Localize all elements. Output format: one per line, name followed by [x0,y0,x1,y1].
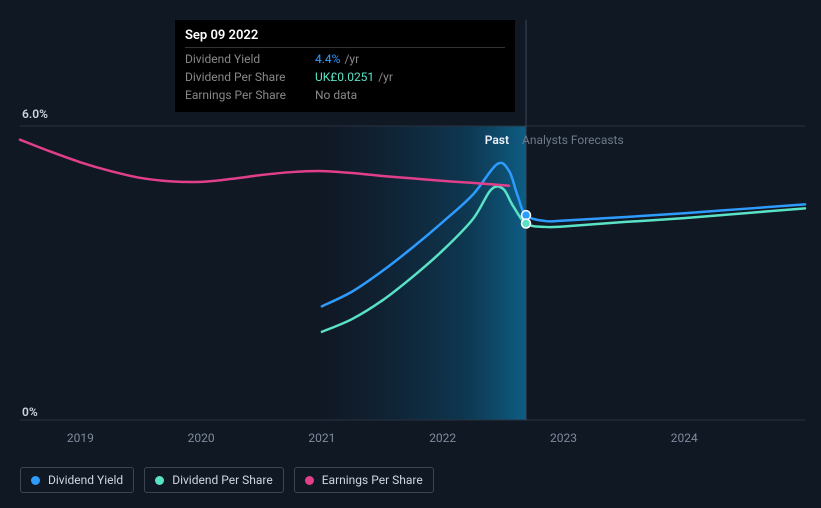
x-axis-label: 2020 [188,431,215,445]
legend-item-dividend-yield[interactable]: Dividend Yield [20,467,134,493]
tooltip-row-unit: /yr [378,70,393,84]
tooltip-row-label: Dividend Per Share [185,70,315,84]
tooltip-row-value: No data [315,88,357,102]
legend-item-dividend-per-share[interactable]: Dividend Per Share [144,467,284,493]
chart-container: 6.0% 0% 2019 2020 2021 2022 2023 2024 Sep 09 20… [0,0,821,508]
tooltip-row-value: 4.4% [315,52,340,66]
tooltip-row: Dividend Per ShareUK£0.0251/yr [185,68,505,86]
tooltip-row-value: UK£0.0251 [315,70,374,84]
tooltip-row: Earnings Per ShareNo data [185,86,505,104]
tooltip-date: Sep 09 2022 [185,28,505,43]
legend-label: Earnings Per Share [322,473,423,487]
tooltip-row-label: Dividend Yield [185,52,315,66]
tooltip-row-unit: /yr [344,52,359,66]
legend-dot [31,476,40,485]
x-axis-label: 2024 [671,431,698,445]
x-axis-label: 2023 [550,431,577,445]
legend-dot [155,476,164,485]
series-marker-dividend-per-share [522,219,531,228]
legend-label: Dividend Yield [48,473,123,487]
forecast-gradient-shade [322,126,526,420]
tooltip-row: Dividend Yield4.4% /yr [185,50,505,68]
svg-text:6.0%: 6.0% [22,107,48,121]
legend-item-earnings-per-share[interactable]: Earnings Per Share [294,467,434,493]
chart-legend: Dividend Yield Dividend Per Share Earnings… [20,467,434,493]
svg-text:0%: 0% [22,405,38,419]
forecast-label: Analysts Forecasts [522,133,624,147]
x-axis-label: 2022 [429,431,456,445]
x-axis-label: 2021 [308,431,335,445]
legend-dot [305,476,314,485]
chart-tooltip: Sep 09 2022 Dividend Yield4.4%/yrDividen… [175,20,515,112]
x-axis-label: 2019 [67,431,94,445]
legend-label: Dividend Per Share [172,473,273,487]
past-label: Past [485,133,509,147]
tooltip-row-label: Earnings Per Share [185,88,315,102]
